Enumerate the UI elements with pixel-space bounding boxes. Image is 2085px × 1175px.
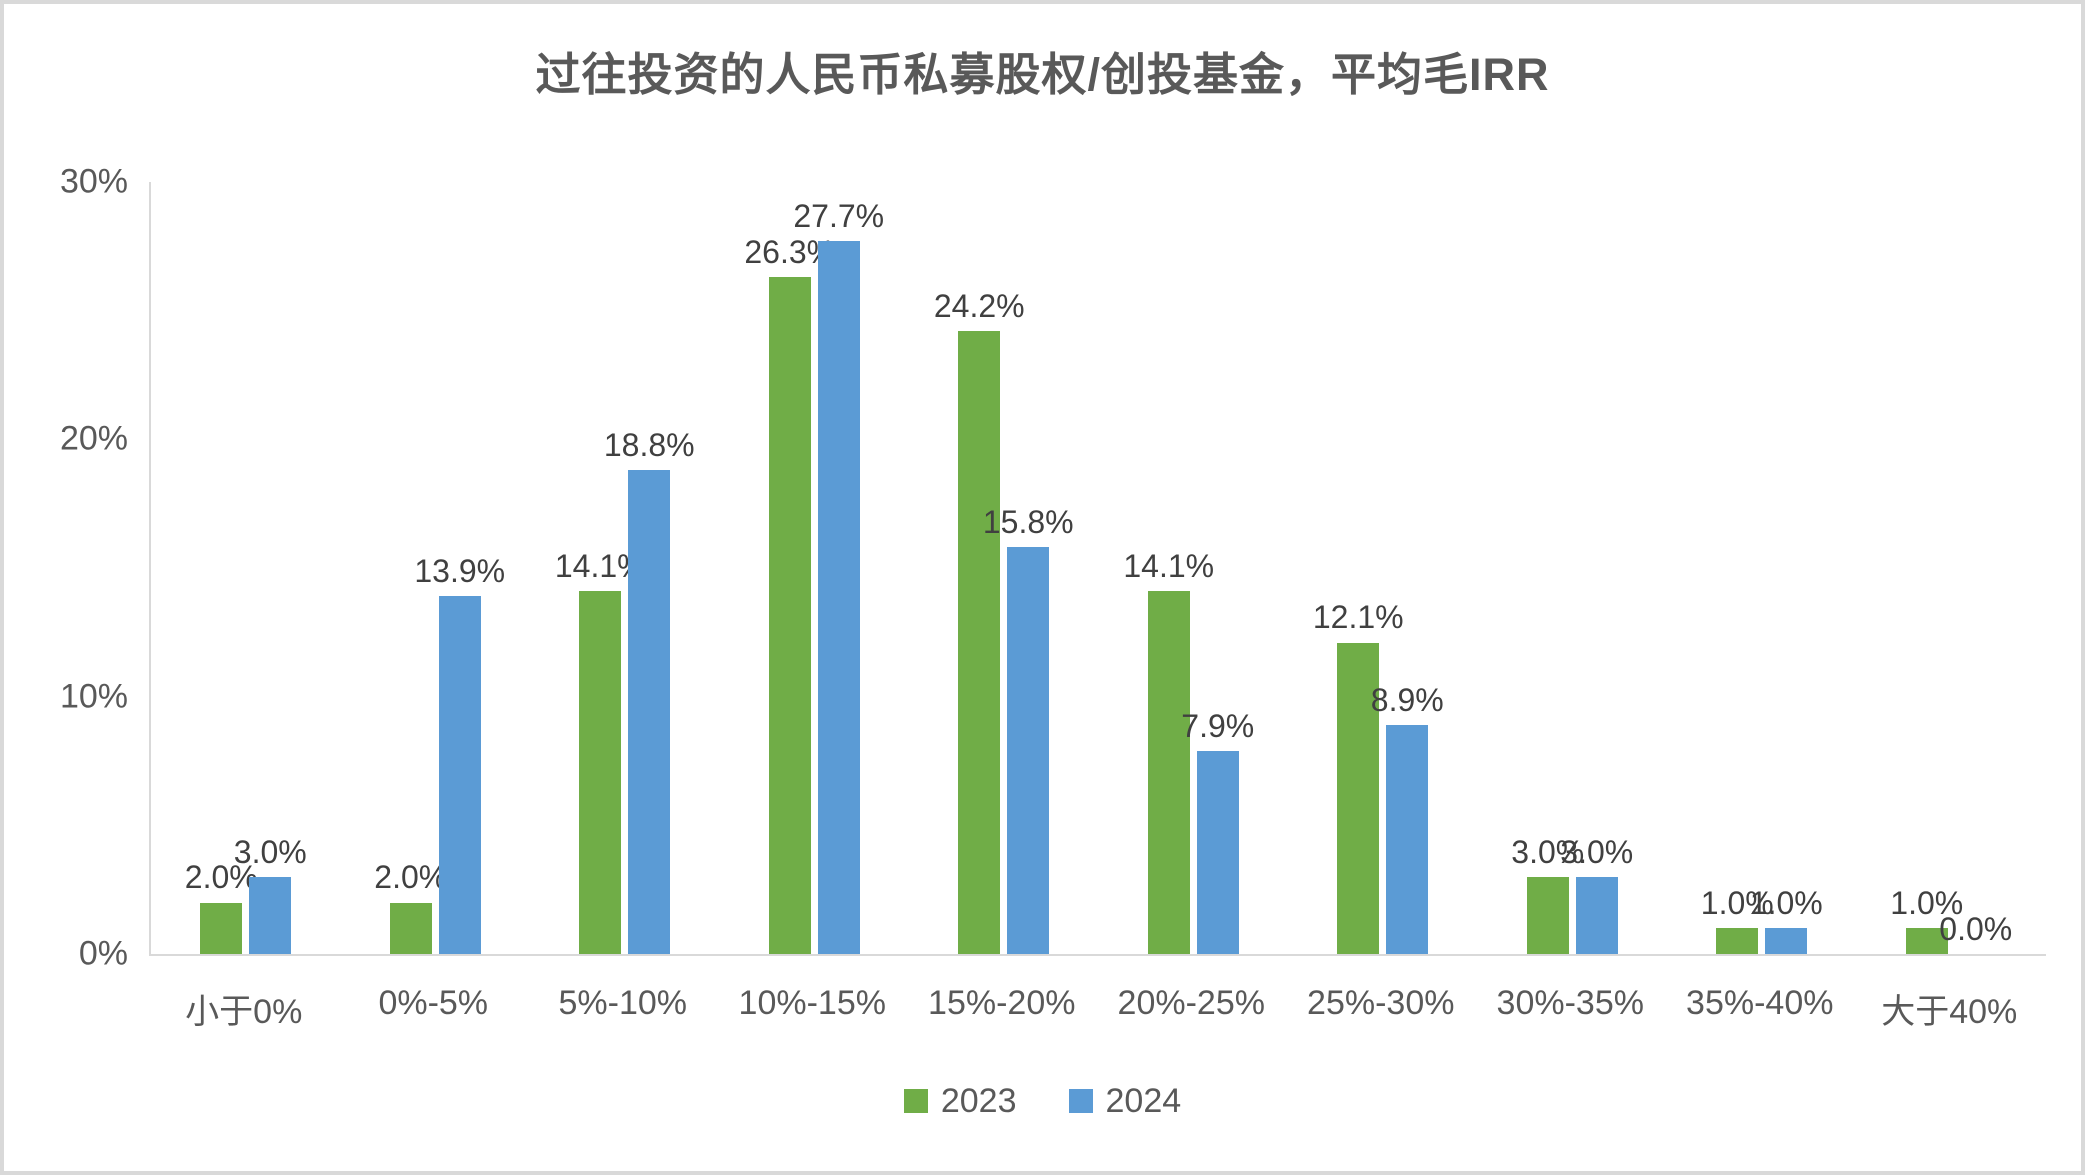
bar-group-9: 1.0% 1.0% bbox=[1667, 182, 1857, 954]
bar-group-2: 2.0% 13.9% bbox=[341, 182, 531, 954]
bar-2024-2 bbox=[438, 596, 481, 954]
bar-2024-6 bbox=[1196, 750, 1239, 954]
x-tick-label-1: 小于0% bbox=[185, 993, 303, 1031]
data-label-2023-10: 1.0% bbox=[1890, 885, 1964, 922]
bar-wrap-2024-8: 3.0% bbox=[1560, 834, 1633, 954]
bar-wrap-2024-7: 8.9% bbox=[1371, 682, 1444, 954]
bar-2023-5 bbox=[958, 331, 1001, 954]
bar-wrap-2023-1: 2.0% bbox=[185, 860, 258, 954]
x-tick-label-7: 25%-30% bbox=[1307, 984, 1455, 1022]
x-tick-label-3: 5%-10% bbox=[558, 984, 687, 1022]
bar-2023-2 bbox=[389, 902, 432, 954]
bar-wrap-2024-1: 3.0% bbox=[234, 834, 307, 954]
data-label-2024-3: 18.8% bbox=[603, 427, 695, 464]
bar-group-5: 24.2% 15.8% bbox=[909, 182, 1099, 954]
bar-wrap-2023-4: 26.3% bbox=[744, 234, 835, 954]
y-tick-label-10%: 10% bbox=[59, 677, 128, 716]
bar-wrap-2024-3: 18.8% bbox=[604, 427, 695, 954]
bar-group-10: 1.0% 0.0% bbox=[1857, 182, 2047, 954]
x-tick-label-6: 20%-25% bbox=[1117, 984, 1265, 1022]
bar-2024-3 bbox=[628, 470, 671, 954]
bar-wrap-2024-2: 13.9% bbox=[414, 553, 505, 954]
y-tick-label-20%: 20% bbox=[59, 419, 128, 458]
bar-group-4: 26.3% 27.7% bbox=[720, 182, 910, 954]
chart-title: 过往投资的人民币私募股权/创投基金，平均毛IRR bbox=[535, 49, 1550, 100]
bar-wrap-2023-2: 2.0% bbox=[374, 860, 447, 954]
x-tick-label-10: 大于40% bbox=[1881, 993, 2018, 1031]
bar-group-1: 2.0% 3.0% bbox=[151, 182, 341, 954]
bar-wrap-2024-5: 15.8% bbox=[983, 505, 1074, 954]
bar-wrap-2023-3: 14.1% bbox=[555, 548, 646, 954]
data-label-2023-9: 1.0% bbox=[1700, 885, 1774, 922]
bar-wrap-2024-9: 1.0% bbox=[1750, 885, 1823, 954]
bar-2024-4 bbox=[817, 241, 860, 954]
bar-wrap-2023-6: 14.1% bbox=[1123, 548, 1214, 954]
bar-group-6: 14.1% 7.9% bbox=[1099, 182, 1289, 954]
bar-2024-9 bbox=[1765, 928, 1808, 954]
bar-wrap-2023-9: 1.0% bbox=[1701, 885, 1774, 954]
bar-wrap-2024-4: 27.7% bbox=[793, 198, 884, 954]
bar-2023-6 bbox=[1147, 591, 1190, 954]
data-label-2024-10: 0.0% bbox=[1939, 910, 2013, 947]
y-tick-label-30%: 30% bbox=[59, 162, 128, 201]
bar-wrap-2024-6: 7.9% bbox=[1181, 708, 1254, 954]
legend-item-2024: 2024 bbox=[1068, 1082, 1182, 1120]
bar-wrap-2023-10: 1.0% bbox=[1890, 885, 1963, 954]
legend-swatch-2024 bbox=[1068, 1089, 1093, 1113]
bar-2024-5 bbox=[1007, 547, 1050, 954]
x-tick-label-2: 0%-5% bbox=[378, 984, 489, 1022]
legend-swatch-2023 bbox=[903, 1089, 928, 1113]
bar-2024-1 bbox=[249, 876, 292, 954]
bar-2024-8 bbox=[1575, 876, 1618, 954]
bar-wrap-2023-8: 3.0% bbox=[1511, 834, 1584, 954]
data-label-2024-1: 3.0% bbox=[233, 833, 307, 870]
x-tick-label-4: 10%-15% bbox=[738, 984, 886, 1022]
bar-2024-7 bbox=[1386, 724, 1429, 954]
data-label-2023-1: 2.0% bbox=[184, 859, 258, 896]
data-label-2024-7: 8.9% bbox=[1370, 681, 1444, 718]
data-label-2024-9: 1.0% bbox=[1749, 885, 1823, 922]
data-label-2024-2: 13.9% bbox=[414, 553, 506, 590]
data-label-2024-5: 15.8% bbox=[982, 504, 1074, 541]
legend-item-2023: 2023 bbox=[903, 1082, 1017, 1120]
bar-group-8: 3.0% 3.0% bbox=[1478, 182, 1668, 954]
y-axis-tick-labels: 0% 10% 20% 30% bbox=[4, 163, 134, 973]
bar-2023-4 bbox=[768, 277, 811, 954]
bar-2023-7 bbox=[1337, 642, 1380, 954]
x-axis-tick-labels: 小于0% 0%-5% 5%-10% 10%-15% 15%-20% 20%-25% 25%-… bbox=[149, 984, 2044, 1033]
bar-2023-3 bbox=[579, 591, 622, 954]
x-tick-label-9: 35%-40% bbox=[1686, 984, 1834, 1022]
data-label-2023-5: 24.2% bbox=[933, 288, 1025, 325]
data-label-2024-4: 27.7% bbox=[793, 198, 885, 234]
plot-canvas: 2.0% 3.0% 2.0% 13.9% 14.1% 18.8% 26.3% 27.7% 24.… bbox=[149, 182, 2046, 956]
bar-2023-1 bbox=[200, 902, 243, 954]
bar-group-7: 12.1% 8.9% bbox=[1288, 182, 1478, 954]
data-label-2023-8: 3.0% bbox=[1511, 833, 1585, 870]
legend-label-2023: 2023 bbox=[940, 1082, 1017, 1120]
data-label-2023-6: 14.1% bbox=[1123, 547, 1215, 584]
bar-group-3: 14.1% 18.8% bbox=[530, 182, 720, 954]
legend: 2023 2024 bbox=[4, 1084, 2081, 1118]
x-tick-label-8: 30%-35% bbox=[1496, 984, 1644, 1022]
data-label-2023-2: 2.0% bbox=[374, 859, 448, 896]
data-label-2023-7: 12.1% bbox=[1312, 599, 1404, 636]
bar-wrap-2023-5: 24.2% bbox=[934, 288, 1025, 954]
data-label-2024-6: 7.9% bbox=[1181, 707, 1255, 744]
y-tick-label-0%: 0% bbox=[78, 934, 128, 973]
bar-wrap-2023-7: 12.1% bbox=[1313, 600, 1404, 954]
bar-2023-10 bbox=[1905, 928, 1948, 954]
x-tick-label-5: 15%-20% bbox=[928, 984, 1076, 1022]
legend-label-2024: 2024 bbox=[1105, 1082, 1182, 1120]
bar-2023-9 bbox=[1716, 928, 1759, 954]
data-label-2024-8: 3.0% bbox=[1560, 833, 1634, 870]
bar-2023-8 bbox=[1526, 876, 1569, 954]
